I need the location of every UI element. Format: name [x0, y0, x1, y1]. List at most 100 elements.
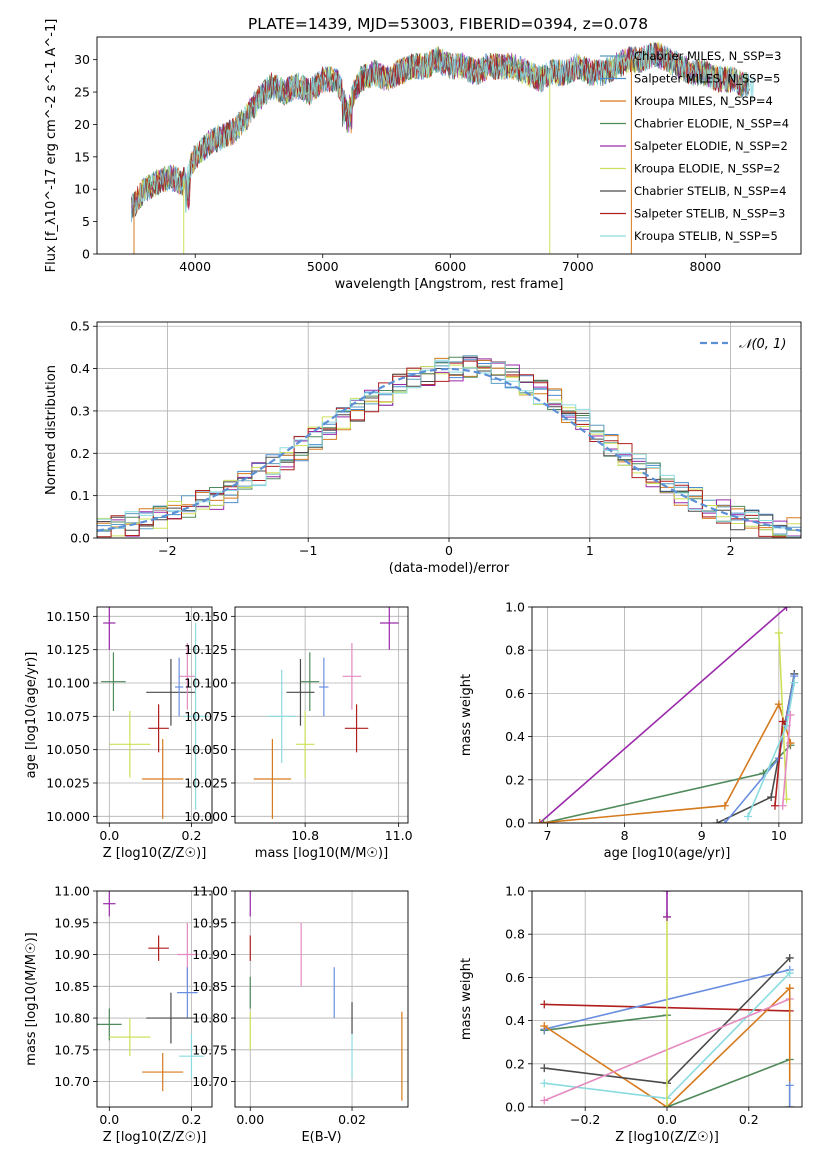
- y-tick-label: 10.050: [184, 742, 228, 757]
- y-tick-label: 0.6: [505, 686, 525, 701]
- x-tick-label: 10.8: [291, 828, 319, 843]
- x-tick-label: 0.00: [236, 1112, 264, 1127]
- y-tick-label: 0.4: [505, 729, 525, 744]
- y-tick-label: 0.2: [70, 446, 90, 461]
- errorbar-point: [344, 704, 369, 753]
- plot-area: [249, 891, 403, 1101]
- x-tick-label: 0.2: [182, 1112, 202, 1127]
- y-tick-label: 10.75: [192, 1042, 228, 1057]
- y-tick-label: 10.75: [54, 1042, 90, 1057]
- data-point-marker: [774, 628, 783, 637]
- errorbar-point: [253, 739, 292, 819]
- errorbar-point: [109, 711, 151, 778]
- spectrum-legend: Chabrier MILES, N_SSP=3 Salpeter MILES, N…: [600, 49, 789, 243]
- series-line: [544, 1014, 668, 1032]
- y-tick-label: 0.4: [505, 1013, 525, 1028]
- normal-curve-line: [97, 367, 801, 532]
- grid-lines: [235, 890, 408, 1107]
- y-tick-label: 10.95: [192, 915, 228, 930]
- data-point-marker: [785, 984, 794, 993]
- errorbar-point: [319, 657, 329, 717]
- x-tick-label: 10: [771, 828, 787, 843]
- data-point-marker: [720, 801, 729, 810]
- errorbar-point: [175, 657, 184, 717]
- data-point-marker: [767, 793, 776, 802]
- mass-weight-series: [785, 1081, 794, 1107]
- x-tick-label: 0.0: [99, 828, 119, 843]
- errorbar-point: [183, 623, 208, 810]
- legend-label: Chabrier STELIB, N_SSP=4: [634, 184, 786, 198]
- spectrum-series-line: [131, 43, 754, 219]
- axes-frame: [234, 890, 409, 1108]
- y-tick-label: 10.80: [54, 1011, 90, 1026]
- plot-area: [131, 41, 754, 254]
- plot-area: [101, 607, 208, 819]
- errorbar-point: [342, 643, 362, 710]
- legend-label: Kroupa ELODIE, N_SSP=2: [634, 162, 780, 176]
- y-tick-label: 10.90: [192, 947, 228, 962]
- data-point-marker: [663, 891, 671, 895]
- y-tick-label: 10: [74, 182, 90, 197]
- y-tick-label: 10.150: [184, 609, 228, 624]
- x-tick-label: 8000: [689, 259, 721, 274]
- data-point-marker: [663, 912, 671, 921]
- errorbar-point: [267, 669, 296, 763]
- histogram-series-line: [97, 359, 801, 538]
- y-tick-label: 10.075: [184, 709, 228, 724]
- mass-weight-series: [744, 678, 799, 821]
- y-tick-label: 0: [82, 247, 90, 262]
- y-tick-label: 0.5: [70, 319, 90, 334]
- mass-vs-ebv-panel: 0.00 0.02 10.70 10.75 10.80 10.85 10.90 10.95 11…: [192, 884, 409, 1145]
- errorbar-point: [142, 1053, 184, 1092]
- y-tick-label: 0.8: [505, 643, 525, 658]
- mass-weight-series: [539, 741, 795, 823]
- grid-lines: [532, 606, 802, 824]
- legend-label: 𝒩(0, 1): [739, 337, 786, 352]
- x-tick-label: 5000: [307, 259, 339, 274]
- series-line: [666, 1058, 790, 1107]
- y-axis-label: age [log10(age/yr)]: [24, 652, 39, 779]
- errorbar-point: [103, 891, 116, 917]
- y-tick-label: 0.8: [505, 927, 525, 942]
- y-tick-label: 10.100: [184, 676, 228, 691]
- x-tick-label: 9: [698, 828, 706, 843]
- y-tick-label: 11.00: [54, 884, 90, 899]
- errorbar-point: [179, 643, 196, 710]
- x-axis-label: age [log10(age/yr)]: [604, 846, 731, 861]
- legend-label: Kroupa STELIB, N_SSP=5: [634, 229, 778, 243]
- age-vs-metallicity-panel: 0.0 0.2 10.000 10.025 10.050 10.075 10.100 10.1…: [24, 606, 213, 861]
- series-line: [781, 714, 792, 806]
- plot-area: [535, 607, 799, 823]
- x-tick-label: 0.2: [739, 1112, 759, 1127]
- x-tick-label: 0.2: [182, 828, 202, 843]
- errorbar-point: [179, 1033, 204, 1079]
- y-axis-label: mass [log10(M/M☉)]: [24, 932, 39, 1065]
- errorbar-point: [177, 967, 198, 1019]
- residual-histogram-panel: −2 −1 0 1 2 0.0 0.1 0.2 0.3 0.4 0.5 (data-model)/er…: [44, 319, 802, 576]
- errorbar-point: [379, 607, 399, 650]
- data-point-marker: [540, 1096, 549, 1105]
- data-point-marker: [785, 953, 794, 962]
- data-point-marker: [540, 1079, 549, 1088]
- x-axis-label: Z [log10(Z/Z☉)]: [103, 846, 207, 861]
- y-tick-label: 0.1: [70, 488, 90, 503]
- data-point-marker: [539, 819, 548, 823]
- errorbar-point: [286, 659, 315, 726]
- figure-title: PLATE=1439, MJD=53003, FIBERID=0394, z=0…: [248, 15, 648, 33]
- x-tick-label: 11.0: [385, 828, 413, 843]
- y-tick-label: 30: [74, 52, 90, 67]
- grid-lines: [235, 607, 408, 823]
- y-tick-label: 10.90: [54, 947, 90, 962]
- axes-frame: [531, 606, 803, 824]
- x-axis-label: Z [log10(Z/Z☉)]: [615, 1130, 719, 1145]
- data-point-marker: [785, 1081, 794, 1090]
- y-tick-label: 10.80: [192, 1011, 228, 1026]
- mass-weight-series: [535, 607, 791, 823]
- y-tick-label: 10.85: [192, 979, 228, 994]
- legend-label: Chabrier MILES, N_SSP=3: [634, 49, 781, 63]
- y-tick-label: 15: [74, 149, 90, 164]
- data-point-marker: [663, 1103, 671, 1107]
- mass-weight-vs-age-panel: 7 8 9 10 0.0 0.2 0.4 0.6 0.8 1.0 age [log10(age/yr…: [459, 600, 803, 861]
- x-tick-label: −2: [158, 543, 176, 558]
